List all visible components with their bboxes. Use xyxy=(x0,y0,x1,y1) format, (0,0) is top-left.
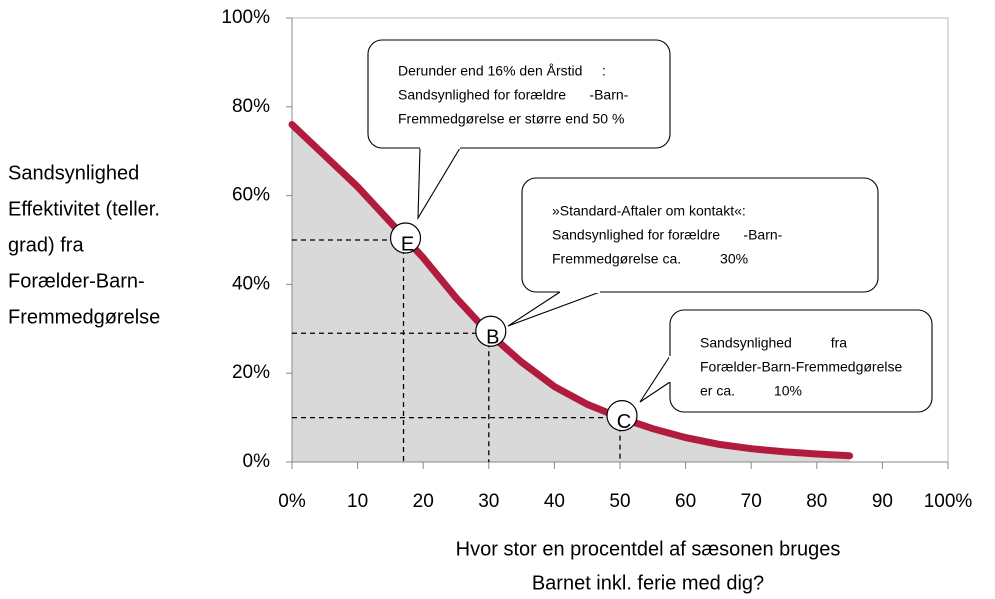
callout-text: Fremmedgørelse er større end 50 % xyxy=(398,111,624,127)
y-axis-label: grad) fra xyxy=(8,234,84,256)
y-tick-label: 0% xyxy=(243,451,271,472)
x-tick-label: 90 xyxy=(872,491,893,512)
y-tick-label: 60% xyxy=(232,185,270,206)
point-label: B xyxy=(486,327,499,349)
callout-pointer xyxy=(417,147,461,221)
callout-text: Fremmedgørelse ca. 30% xyxy=(552,251,748,267)
line xyxy=(288,121,854,460)
callout-box xyxy=(367,39,671,149)
x-tick-label: 80 xyxy=(806,491,827,512)
callout-text: Forælder-Barn-Fremmedgørelse xyxy=(700,359,902,375)
x-tick-label: 0% xyxy=(278,491,306,512)
point-marker xyxy=(389,222,422,254)
callout-text: Sandsynlighed fra xyxy=(700,335,847,351)
x-tick-label: 30 xyxy=(478,491,499,512)
callout-pointer xyxy=(507,291,601,327)
y-tick-label: 40% xyxy=(232,273,270,294)
y-axis-label: Effektivitet (teller. xyxy=(8,198,160,220)
callout-text: er ca. 10% xyxy=(700,383,802,399)
x-axis-label: Barnet inkl. ferie med dig? xyxy=(532,572,764,594)
callout-text: Sandsynlighed for forældre -Barn- xyxy=(552,227,783,243)
y-axis-label: Fremmedgørelse xyxy=(8,306,160,328)
x-tick-label: 10 xyxy=(347,491,368,512)
x-tick-label: 70 xyxy=(741,491,762,512)
callout-pointer xyxy=(639,355,671,403)
callout-text: Sandsynlighed for forældre -Barn- xyxy=(398,87,629,103)
y-axis-label: Forælder-Barn- xyxy=(8,270,145,292)
x-tick-label: 100% xyxy=(924,491,973,512)
y-tick-label: 80% xyxy=(232,96,270,117)
callout-box xyxy=(521,177,879,293)
x-tick-label: 40 xyxy=(544,491,565,512)
y-tick-label: 100% xyxy=(221,7,270,28)
point-marker xyxy=(606,400,638,432)
y-axis-label: Sandsynlighed xyxy=(8,162,139,184)
y-tick-label: 20% xyxy=(232,362,270,383)
area xyxy=(292,124,850,462)
point-marker xyxy=(475,315,507,347)
x-tick-label: 60 xyxy=(675,491,696,512)
callout-text: »Standard-Aftaler om kontakt«: xyxy=(552,203,746,219)
callout-text: Derunder end 16% den Årstid : xyxy=(398,63,606,79)
point-label: C xyxy=(617,411,631,433)
point-label: E xyxy=(401,233,414,255)
x-tick-label: 50 xyxy=(609,491,630,512)
x-axis-label: Hvor stor en procentdel af sæsonen bruge… xyxy=(456,538,841,560)
x-tick-label: 20 xyxy=(413,491,434,512)
